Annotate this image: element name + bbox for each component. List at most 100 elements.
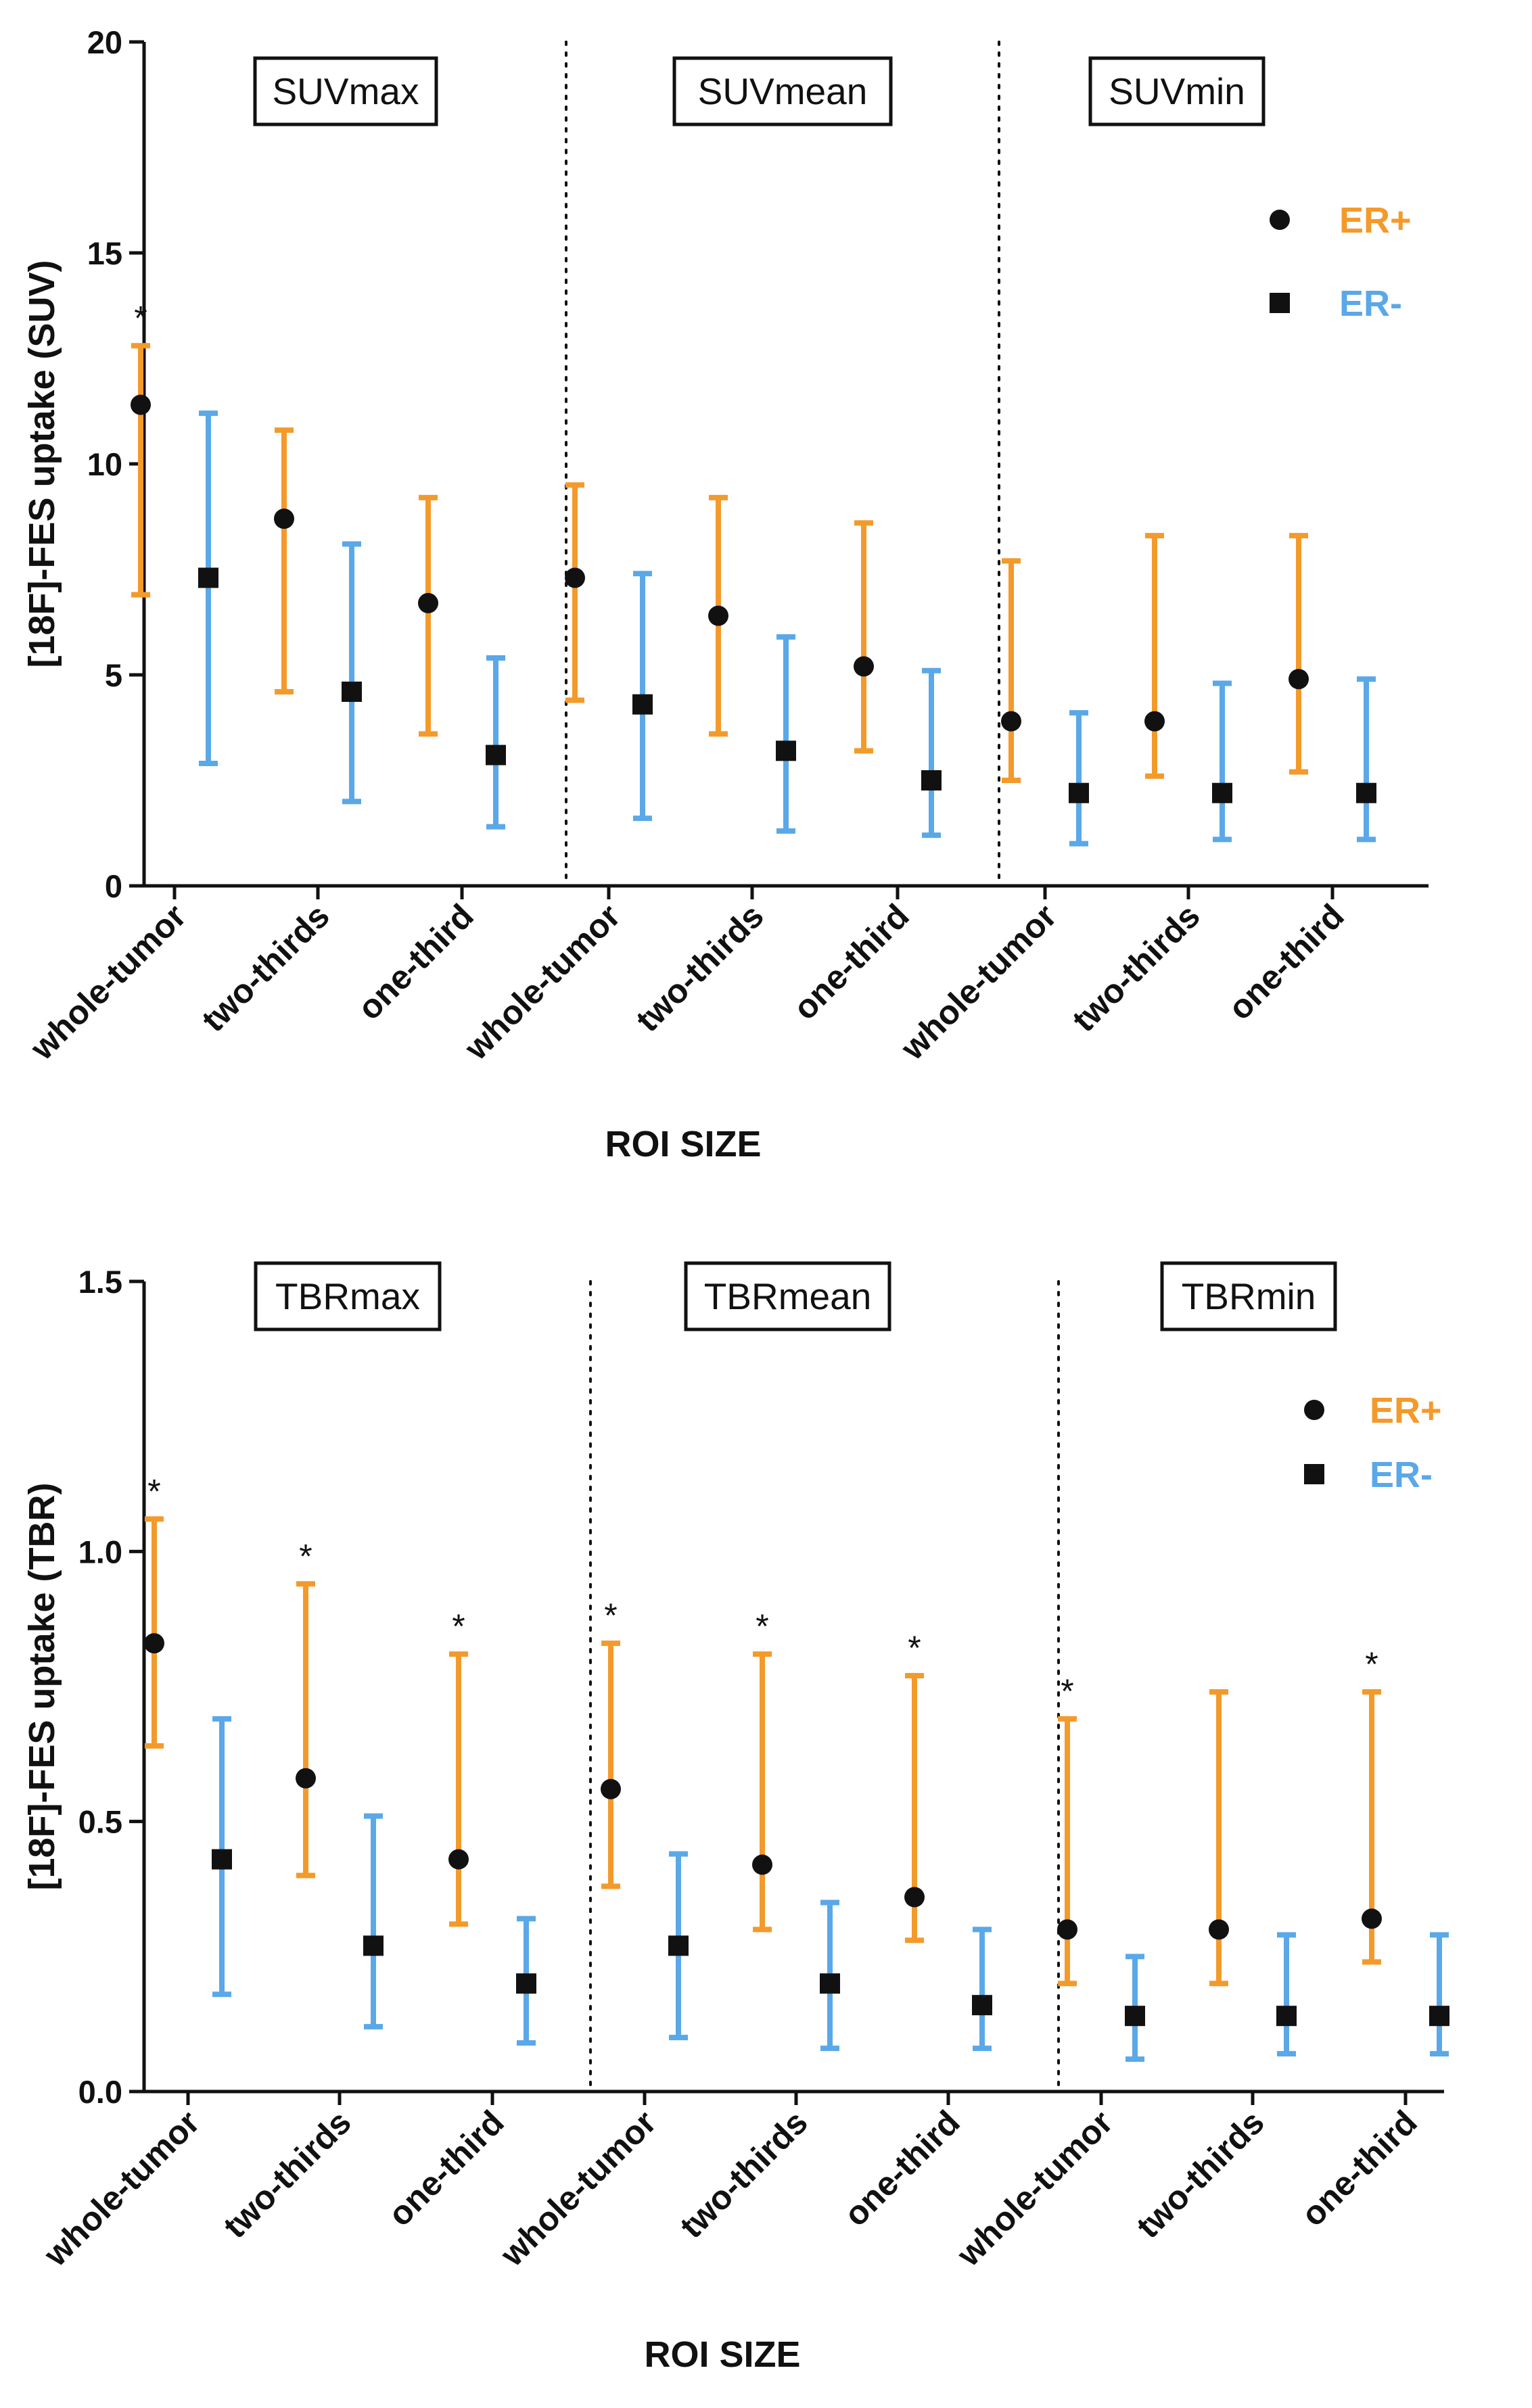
legend-label: ER+ [1370,1390,1442,1431]
data-point [904,1887,925,1908]
y-axis-title: [18F]-FES uptake (TBR) [22,1482,62,1890]
data-point [418,592,438,613]
significance-star: * [452,1607,465,1645]
legend-marker-square [1304,1464,1324,1484]
x-tick-label: whole-tumor [949,2103,1119,2273]
x-tick-label: two-thirds [628,897,770,1039]
y-tick-label: 10 [87,446,122,482]
panel-label-box [672,56,893,126]
significance-star: * [604,1597,617,1634]
legend-label: ER+ [1339,200,1412,241]
data-point [776,740,796,761]
data-point [448,1849,469,1870]
chart-2: 0.0 0.5 1.0 1.5 [18F]-FES uptake (TBR) ROI SI… [22,1261,1449,2375]
data-point [632,694,653,715]
x-tick-label: whole-tumor [457,897,627,1067]
panel-label: SUVmax [273,70,419,112]
x-tick-label: whole-tumor [492,2103,663,2273]
panel-label-box [684,1261,891,1331]
y-tick-label: 1.5 [78,1264,122,1300]
legend: ER+ ER- [1304,1390,1442,1495]
data-point [131,394,151,415]
data-point [1356,782,1376,803]
data-point [1209,1919,1229,1940]
y-tick-label: 0.5 [78,1804,122,1840]
data-point [1125,2006,1145,2027]
x-tick-label: whole-tumor [36,2103,206,2273]
y-tick-label: 1.0 [78,1534,122,1569]
significance-star: * [147,1472,160,1510]
data-point [274,509,294,529]
significance-star: * [908,1629,921,1667]
x-tick-label: whole-tumor [893,897,1063,1067]
data-point [601,1778,621,1799]
y-axis-title: [18F]-FES uptake (SUV) [22,260,62,667]
y-tick-label: 5 [105,657,122,693]
data-point [342,681,362,702]
x-tick-label: two-thirds [672,2103,814,2245]
series-ER+: * [131,299,1309,783]
data-point [1057,1919,1077,1940]
data-point [1144,711,1165,732]
y-tick-label: 20 [87,24,122,60]
data-point [296,1768,316,1789]
x-tick-label: two-thirds [194,897,336,1039]
significance-star: * [299,1537,312,1575]
data-point [854,656,874,677]
y-tick-label: 0.0 [78,2074,122,2110]
data-point [198,567,218,588]
data-point [1212,782,1232,803]
data-point [565,567,585,588]
legend-label: ER- [1339,283,1402,324]
data-point [363,1935,384,1956]
data-point [668,1935,689,1956]
data-point [1276,2006,1297,2027]
x-tick-label: one-third [381,2103,511,2234]
data-point [1289,669,1309,690]
data-point [1362,1908,1382,1929]
data-point [1001,711,1021,732]
series-ER- [212,1716,1449,2062]
x-tick-label: one-third [837,2103,967,2234]
x-axis-title: ROI SIZE [644,2334,800,2375]
data-point [1429,2006,1449,2027]
series-ER- [198,410,1376,847]
panel-label-box [1160,1261,1337,1331]
x-tick-label: two-thirds [1129,2103,1271,2245]
data-point [921,770,942,790]
x-axis-title: ROI SIZE [605,1124,761,1164]
data-point [972,1995,992,2016]
panel-label-box [1088,56,1266,126]
panel-label: TBRmin [1182,1275,1316,1317]
legend-label: ER- [1370,1455,1433,1495]
legend: ER+ ER- [1270,200,1412,324]
series-ER+: * * * * * * * * [144,1472,1382,1987]
x-tick-label: one-third [1221,897,1351,1027]
significance-star: * [1365,1645,1378,1683]
data-point [752,1854,772,1875]
panel-label: TBRmean [704,1275,872,1317]
data-point [144,1633,164,1654]
x-tick-label: whole-tumor [22,897,193,1067]
data-point [708,605,728,626]
data-point [1069,782,1089,803]
data-point [516,1973,536,1994]
panel-label: SUVmin [1109,70,1245,112]
panel-label-box [253,56,438,126]
data-point [820,1973,840,1994]
x-tick-label: one-third [786,897,916,1027]
significance-star: * [1061,1672,1073,1710]
x-tick-label: two-thirds [216,2103,358,2245]
data-point [212,1849,232,1870]
panel-label: SUVmean [698,70,868,112]
chart-1: 0 5 10 15 20 [18F]-FES uptake (SUV) ROI SIZE SU… [22,24,1429,1164]
x-tick-label: one-third [350,897,481,1027]
significance-star: * [134,299,147,337]
x-tick-label: two-thirds [1065,897,1207,1039]
y-tick-label: 15 [87,235,122,271]
legend-marker-square [1270,293,1290,313]
significance-star: * [756,1607,768,1645]
y-tick-label: 0 [105,868,122,904]
panel-label: TBRmax [275,1275,420,1317]
